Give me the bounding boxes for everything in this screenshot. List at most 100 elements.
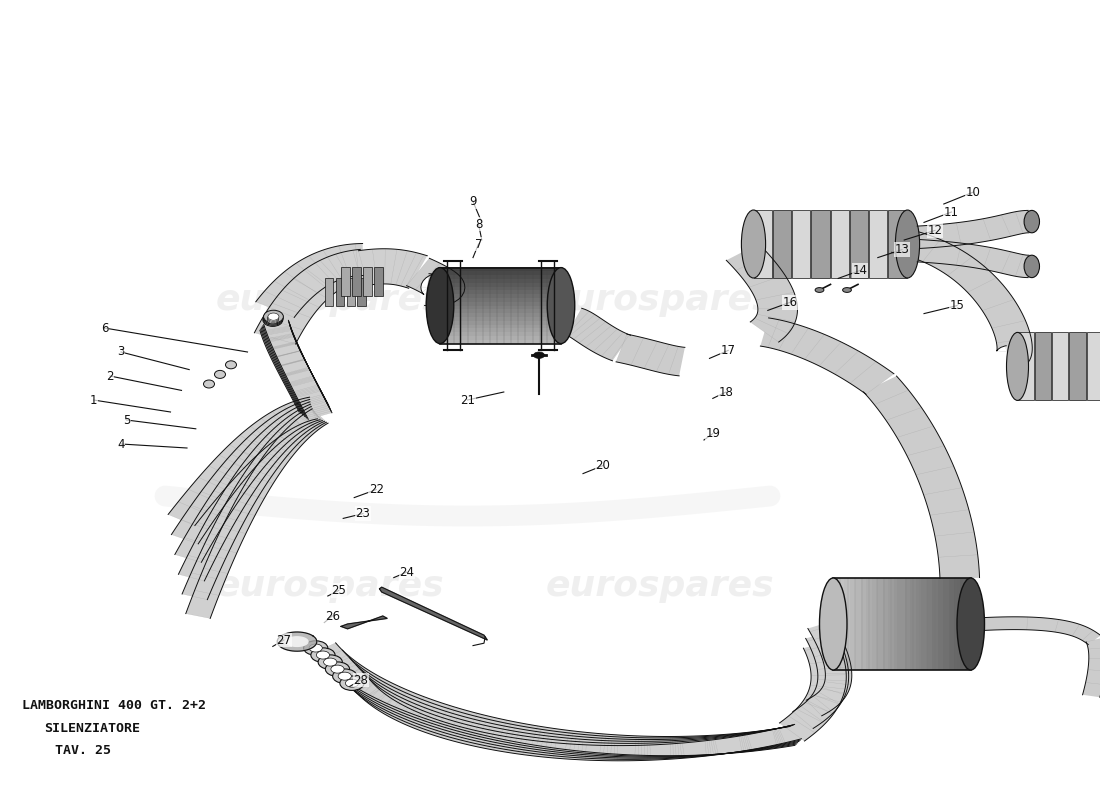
Text: 12: 12 (927, 224, 943, 237)
FancyBboxPatch shape (1087, 333, 1100, 400)
Ellipse shape (309, 644, 322, 652)
Text: eurospares: eurospares (216, 569, 444, 602)
Ellipse shape (318, 655, 342, 670)
Text: eurospares: eurospares (546, 569, 774, 602)
Text: 11: 11 (944, 206, 959, 218)
FancyBboxPatch shape (374, 267, 383, 296)
FancyBboxPatch shape (440, 290, 561, 294)
Ellipse shape (548, 267, 574, 344)
Ellipse shape (263, 311, 283, 324)
Text: 7: 7 (475, 238, 482, 250)
FancyBboxPatch shape (948, 578, 955, 670)
FancyBboxPatch shape (943, 578, 949, 670)
FancyBboxPatch shape (352, 267, 361, 296)
Ellipse shape (226, 361, 236, 369)
FancyBboxPatch shape (860, 578, 867, 670)
FancyBboxPatch shape (440, 316, 561, 321)
Text: 19: 19 (705, 427, 720, 440)
FancyBboxPatch shape (440, 328, 561, 332)
Polygon shape (344, 672, 800, 759)
FancyBboxPatch shape (346, 278, 355, 306)
Ellipse shape (895, 210, 920, 278)
FancyBboxPatch shape (910, 578, 916, 670)
FancyBboxPatch shape (937, 578, 944, 670)
Ellipse shape (214, 370, 225, 378)
Ellipse shape (338, 672, 351, 680)
Text: 22: 22 (368, 483, 384, 496)
Ellipse shape (345, 679, 359, 687)
FancyBboxPatch shape (889, 578, 895, 670)
Polygon shape (263, 322, 331, 418)
FancyBboxPatch shape (915, 578, 922, 670)
FancyBboxPatch shape (440, 297, 561, 302)
Text: 26: 26 (324, 610, 340, 622)
Polygon shape (760, 318, 894, 394)
Polygon shape (407, 258, 465, 306)
Polygon shape (917, 239, 1028, 278)
FancyBboxPatch shape (440, 301, 561, 306)
Polygon shape (314, 643, 795, 756)
Text: 3: 3 (118, 346, 124, 358)
FancyBboxPatch shape (932, 578, 938, 670)
FancyBboxPatch shape (1035, 333, 1052, 400)
FancyBboxPatch shape (440, 309, 561, 313)
Ellipse shape (427, 267, 453, 344)
FancyBboxPatch shape (358, 278, 366, 306)
Text: 15: 15 (949, 299, 965, 312)
Text: 4: 4 (118, 438, 124, 450)
Polygon shape (341, 616, 387, 629)
Polygon shape (566, 308, 630, 361)
Polygon shape (780, 640, 846, 741)
Text: 10: 10 (966, 186, 981, 198)
FancyBboxPatch shape (904, 578, 911, 670)
Polygon shape (172, 399, 320, 544)
FancyBboxPatch shape (867, 578, 873, 670)
Text: 2: 2 (107, 370, 113, 382)
FancyBboxPatch shape (440, 278, 561, 282)
Polygon shape (864, 376, 979, 578)
Ellipse shape (957, 578, 984, 670)
Text: 20: 20 (595, 459, 610, 472)
Polygon shape (262, 323, 330, 415)
Text: 14: 14 (852, 264, 868, 277)
Ellipse shape (534, 352, 544, 358)
Ellipse shape (317, 651, 330, 659)
Text: 17: 17 (720, 344, 736, 357)
Text: 9: 9 (470, 195, 476, 208)
Polygon shape (183, 406, 327, 600)
FancyBboxPatch shape (849, 578, 856, 670)
Ellipse shape (1006, 333, 1028, 400)
Polygon shape (726, 244, 798, 342)
Ellipse shape (843, 288, 851, 293)
Ellipse shape (331, 665, 344, 673)
Polygon shape (277, 632, 317, 651)
Text: 24: 24 (399, 566, 415, 578)
Polygon shape (616, 334, 685, 376)
Ellipse shape (263, 313, 283, 326)
Polygon shape (352, 679, 802, 761)
FancyBboxPatch shape (336, 278, 344, 306)
Ellipse shape (267, 316, 278, 323)
Ellipse shape (268, 313, 279, 320)
FancyBboxPatch shape (838, 578, 845, 670)
Ellipse shape (326, 662, 350, 676)
Text: 27: 27 (276, 634, 292, 646)
FancyBboxPatch shape (893, 578, 900, 670)
FancyBboxPatch shape (440, 312, 561, 317)
Ellipse shape (311, 648, 336, 662)
FancyBboxPatch shape (1069, 333, 1086, 400)
Polygon shape (175, 402, 322, 562)
Text: 6: 6 (101, 322, 108, 334)
Ellipse shape (323, 658, 337, 666)
Ellipse shape (1024, 255, 1040, 278)
FancyBboxPatch shape (921, 578, 927, 670)
FancyBboxPatch shape (889, 210, 906, 278)
Polygon shape (806, 621, 851, 716)
Polygon shape (264, 320, 332, 419)
Ellipse shape (741, 210, 766, 278)
Ellipse shape (340, 676, 364, 690)
Polygon shape (168, 397, 318, 526)
Polygon shape (359, 249, 427, 288)
Polygon shape (1082, 638, 1100, 698)
Ellipse shape (815, 288, 824, 293)
